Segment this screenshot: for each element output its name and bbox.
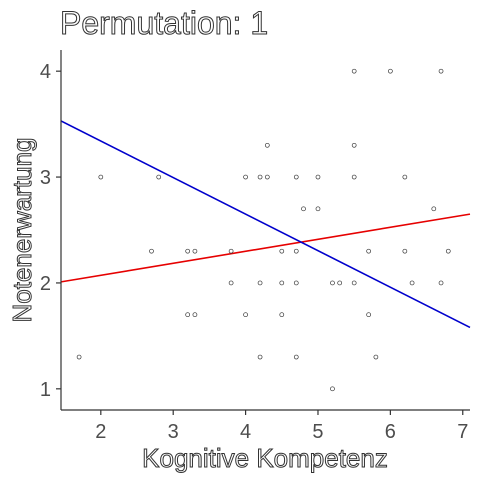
x-tick-label: 6: [385, 421, 396, 443]
y-axis-label: Notenerwartung: [7, 138, 37, 323]
data-point: [264, 142, 270, 148]
regression-lines: [60, 120, 471, 329]
data-point: [192, 248, 198, 254]
data-point: [438, 280, 444, 286]
data-point: [438, 68, 444, 74]
data-point: [228, 248, 234, 254]
data-point: [445, 248, 451, 254]
data-point: [279, 248, 285, 254]
data-point: [257, 354, 263, 360]
data-point: [301, 206, 306, 212]
data-point: [409, 280, 415, 286]
x-tick-label: 3: [168, 421, 179, 443]
data-point: [388, 68, 393, 74]
data-point: [76, 354, 82, 360]
data-point: [402, 248, 408, 254]
data-points: [76, 68, 451, 392]
data-point: [192, 312, 198, 318]
data-point: [351, 68, 357, 74]
data-point: [185, 312, 191, 318]
regression-line-1: [60, 120, 471, 329]
data-point: [351, 142, 357, 148]
y-tick-label: 2: [40, 273, 51, 295]
data-point: [293, 354, 299, 360]
data-point: [351, 280, 357, 286]
data-point: [293, 248, 299, 254]
x-tick-label: 2: [95, 421, 106, 443]
data-point: [330, 280, 335, 286]
data-point: [431, 206, 437, 212]
data-point: [293, 280, 299, 286]
data-point: [337, 280, 343, 286]
data-point: [243, 312, 248, 318]
data-point: [351, 174, 357, 180]
data-point: [98, 174, 104, 180]
data-point: [257, 174, 263, 180]
x-tick-label: 5: [312, 421, 323, 443]
data-point: [257, 280, 263, 286]
data-point: [264, 174, 270, 180]
data-point: [243, 174, 248, 180]
regression-line-0: [60, 213, 471, 283]
y-tick-label: 3: [40, 167, 51, 189]
data-point: [156, 174, 162, 180]
x-axis-label: Kognitive Kompetenz: [142, 443, 388, 473]
data-point: [402, 174, 408, 180]
data-point: [315, 174, 321, 180]
y-axis-ticks: 1 2 3 4: [40, 61, 61, 401]
data-point: [330, 386, 335, 392]
data-point: [373, 354, 379, 360]
data-point: [293, 174, 299, 180]
x-tick-label: 7: [457, 421, 468, 443]
data-point: [315, 206, 321, 212]
x-axis-ticks: 2 3 4 5 6 7: [95, 410, 468, 443]
data-point: [279, 312, 285, 318]
data-point: [279, 280, 285, 286]
data-point: [366, 312, 372, 318]
data-point: [228, 280, 234, 286]
data-point: [185, 248, 191, 254]
y-tick-label: 1: [40, 379, 51, 401]
chart-title: Permutation: 1: [60, 5, 268, 41]
x-tick-label: 4: [240, 421, 251, 443]
data-point: [366, 248, 372, 254]
data-point: [149, 248, 154, 254]
y-tick-label: 4: [40, 61, 51, 83]
